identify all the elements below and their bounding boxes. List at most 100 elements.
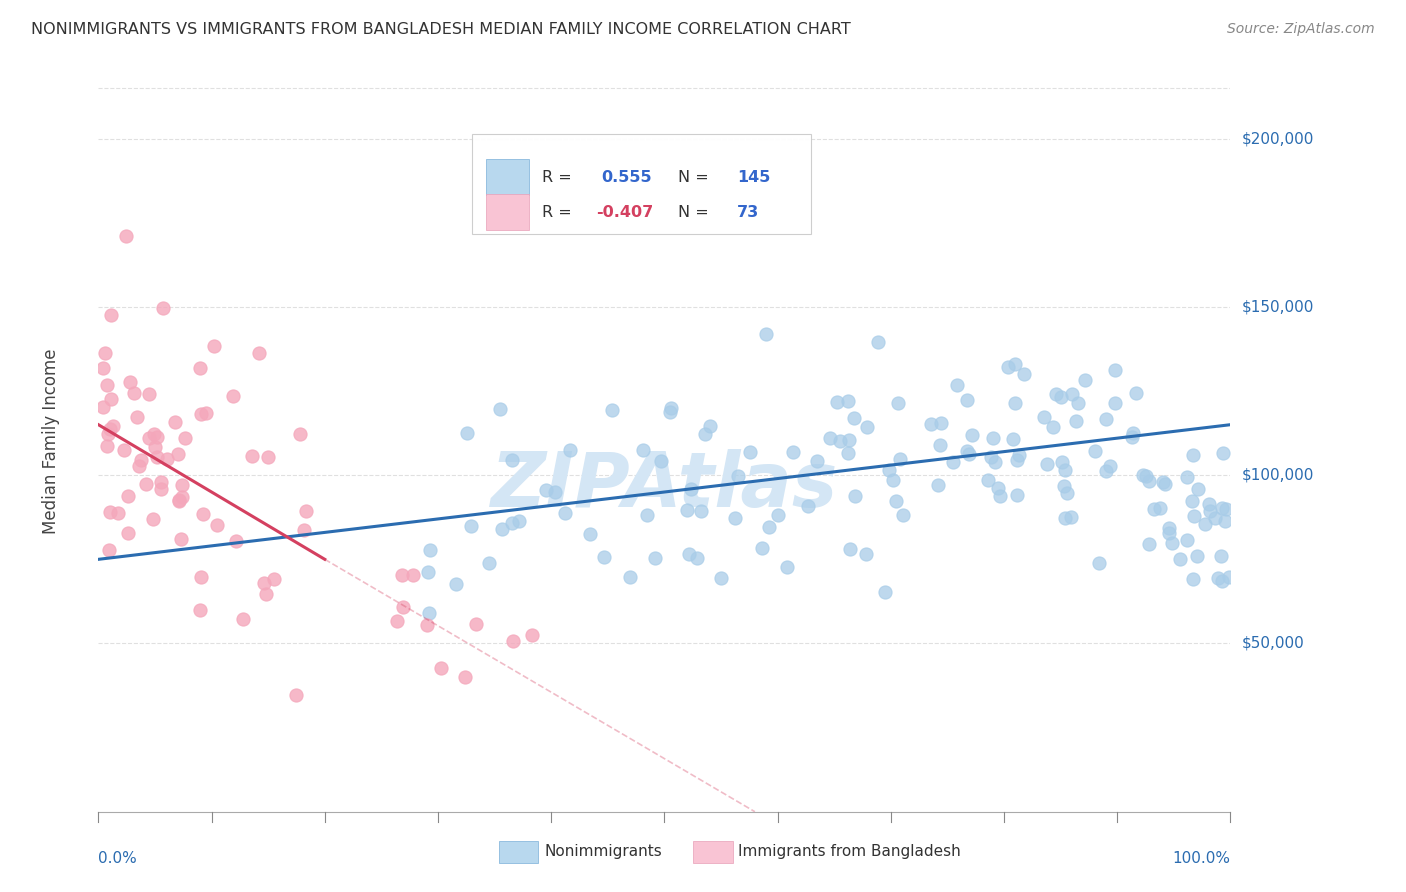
Point — [1056, 485, 1078, 500]
Point — [1004, 396, 1026, 410]
Text: Source: ZipAtlas.com: Source: ZipAtlas.com — [1227, 22, 1375, 37]
Point — [1008, 448, 1031, 462]
Point — [94, 346, 117, 360]
Point — [240, 450, 263, 464]
Point — [460, 518, 482, 533]
Point — [987, 481, 1010, 495]
Point — [600, 403, 623, 417]
Point — [889, 451, 911, 466]
Point — [191, 508, 214, 522]
Point — [931, 416, 953, 430]
Point — [1209, 549, 1232, 563]
Point — [1175, 469, 1198, 483]
Point — [1012, 368, 1035, 382]
Text: 0.555: 0.555 — [600, 169, 651, 185]
Point — [488, 401, 510, 416]
Point — [131, 452, 153, 467]
Point — [1204, 511, 1226, 525]
Point — [838, 541, 860, 556]
Point — [681, 482, 703, 496]
Text: NONIMMIGRANTS VS IMMIGRANTS FROM BANGLADESH MEDIAN FAMILY INCOME CORRELATION CHA: NONIMMIGRANTS VS IMMIGRANTS FROM BANGLAD… — [31, 22, 851, 37]
Point — [254, 587, 277, 601]
Point — [391, 567, 413, 582]
Point — [1060, 509, 1083, 524]
Text: 73: 73 — [737, 205, 759, 219]
Point — [142, 512, 165, 526]
Point — [127, 410, 149, 425]
Point — [984, 455, 1007, 469]
Point — [644, 551, 666, 566]
Point — [416, 565, 439, 579]
Point — [724, 510, 747, 524]
Text: $200,000: $200,000 — [1241, 131, 1313, 146]
Point — [1212, 446, 1234, 460]
Point — [1053, 462, 1076, 476]
Point — [1159, 526, 1181, 541]
Point — [145, 430, 167, 444]
Point — [165, 415, 187, 429]
Point — [988, 489, 1011, 503]
Point — [837, 393, 859, 408]
Point — [1213, 514, 1236, 528]
Text: 145: 145 — [737, 169, 770, 185]
Point — [1035, 457, 1057, 471]
Point — [1064, 414, 1087, 428]
Point — [288, 427, 311, 442]
Point — [1088, 556, 1111, 570]
Point — [619, 570, 641, 584]
Point — [1005, 453, 1028, 467]
Point — [650, 454, 672, 468]
Point — [766, 508, 789, 522]
Point — [166, 447, 188, 461]
Point — [502, 633, 524, 648]
Point — [782, 444, 804, 458]
Point — [101, 419, 124, 434]
Point — [920, 417, 942, 431]
Point — [877, 463, 900, 477]
Point — [453, 670, 475, 684]
Point — [1042, 419, 1064, 434]
Point — [1033, 409, 1056, 424]
Point — [194, 406, 217, 420]
Point — [960, 428, 983, 442]
Point — [1194, 517, 1216, 532]
Point — [115, 229, 138, 244]
Point — [508, 514, 530, 528]
Point — [1187, 549, 1209, 564]
Point — [882, 473, 904, 487]
Point — [636, 508, 658, 523]
Point — [685, 550, 707, 565]
Point — [464, 617, 486, 632]
Point — [418, 606, 440, 620]
Point — [689, 504, 711, 518]
Point — [190, 603, 212, 617]
Bar — [485, 194, 529, 230]
Point — [247, 345, 270, 359]
Point — [1199, 504, 1222, 518]
Point — [981, 432, 1004, 446]
Point — [830, 434, 852, 448]
Point — [837, 446, 859, 460]
Point — [928, 438, 950, 452]
Point — [225, 534, 247, 549]
Point — [1181, 494, 1204, 508]
Point — [1121, 430, 1143, 444]
Point — [391, 599, 413, 614]
Point — [1062, 386, 1084, 401]
Point — [402, 567, 425, 582]
Point — [946, 378, 969, 392]
Point — [1218, 569, 1240, 583]
Point — [927, 477, 949, 491]
Point — [592, 549, 614, 564]
Point — [456, 426, 478, 441]
Point — [285, 689, 308, 703]
Point — [295, 504, 318, 518]
Point — [117, 526, 139, 541]
Point — [135, 476, 157, 491]
Point — [520, 628, 543, 642]
Point — [1104, 395, 1126, 409]
Point — [558, 442, 581, 457]
Point — [884, 494, 907, 508]
Point — [169, 494, 191, 508]
Text: $150,000: $150,000 — [1241, 300, 1313, 314]
